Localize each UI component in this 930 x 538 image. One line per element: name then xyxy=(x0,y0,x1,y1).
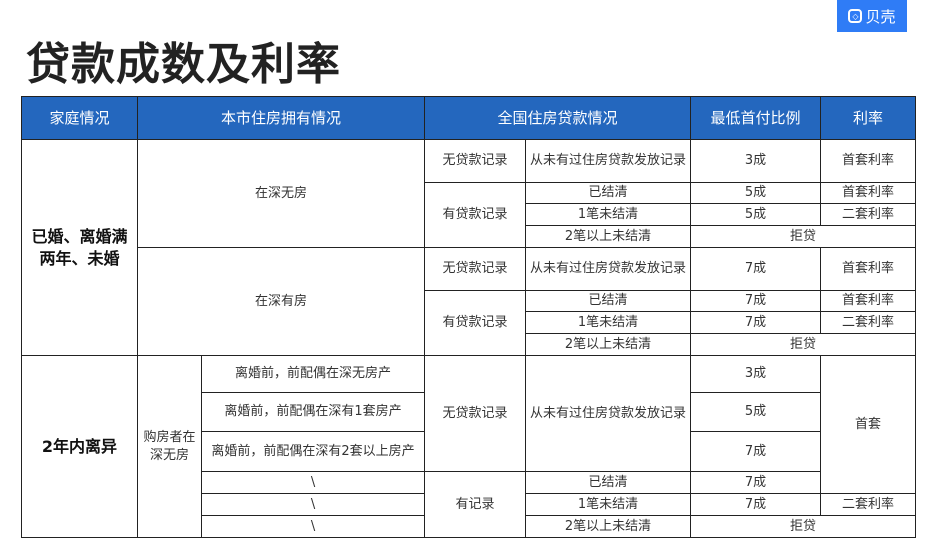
logo-mark-icon: ◇ xyxy=(848,9,863,23)
table-cell: 离婚前，前配偶在深无房产 xyxy=(200,355,426,393)
column-header: 家庭情况 xyxy=(21,96,138,140)
table-cell: 2笔以上未结清 xyxy=(525,515,692,538)
table-row: \ 2笔以上未结清 拒贷 xyxy=(22,515,917,538)
table-cell: 拒贷 xyxy=(690,225,917,248)
table-header-row: 家庭情况 本市住房拥有情况 全国住房贷款情况 最低首付比例 利率 xyxy=(21,96,917,140)
table-cell: 无贷款记录 xyxy=(424,139,527,183)
table-cell: 无贷款记录 xyxy=(424,355,527,472)
page-title: 贷款成数及利率 xyxy=(26,39,341,90)
table-cell: 有记录 xyxy=(424,471,527,538)
table-cell: 从未有过住房贷款发放记录 xyxy=(525,139,692,183)
table-cell: 7成 xyxy=(690,471,822,494)
table-cell: 已结清 xyxy=(525,471,692,494)
table-row: 有贷款记录 已结清 7成 首套利率 xyxy=(22,290,917,356)
table-cell: 二套利率 xyxy=(820,493,917,516)
column-header: 利率 xyxy=(820,96,917,140)
table-cell: 2笔以上未结清 xyxy=(525,333,692,356)
table-cell: 二套利率 xyxy=(820,311,917,334)
column-header: 本市住房拥有情况 xyxy=(136,96,426,140)
table-cell: 拒贷 xyxy=(690,333,917,356)
table-cell: 二套利率 xyxy=(820,203,917,226)
table-cell: 有贷款记录 xyxy=(424,290,527,356)
column-header: 全国住房贷款情况 xyxy=(424,96,692,140)
table-cell: 已婚、离婚满两年、未婚 xyxy=(21,139,138,356)
table-cell: 已结清 xyxy=(525,182,692,204)
table-cell: 已结清 xyxy=(525,290,692,312)
table-cell: 无贷款记录 xyxy=(424,247,527,291)
table-cell: 在深有房 xyxy=(136,247,426,356)
table-cell: 有贷款记录 xyxy=(424,182,527,248)
table-cell: 7成 xyxy=(690,431,822,472)
table-cell: 3成 xyxy=(690,355,822,393)
table-cell: 5成 xyxy=(690,182,822,204)
table-cell: 7成 xyxy=(690,311,822,334)
table-cell: 1笔未结清 xyxy=(525,493,692,516)
table-cell: 5成 xyxy=(690,203,822,226)
table-cell: \ xyxy=(200,471,426,494)
table-cell: \ xyxy=(200,493,426,516)
table-cell: 首套利率 xyxy=(820,182,917,204)
table-row: 已婚、离婚满两年、未婚 在深无房 无贷款记录 从未有过住房贷款发放记录 3成 首套利率 xyxy=(21,139,917,356)
table-cell: 5成 xyxy=(690,392,822,432)
table-row: 离婚前，前配偶在深有2套以上房产 7成 xyxy=(22,431,916,472)
logo-text: 贝壳 xyxy=(865,7,896,26)
table-cell: 从未有过住房贷款发放记录 xyxy=(525,355,692,472)
table-cell: 3成 xyxy=(690,139,822,183)
table-cell: 首套利率 xyxy=(820,139,917,183)
table-cell: 首套利率 xyxy=(820,290,917,312)
table-cell: 7成 xyxy=(690,247,822,291)
table-row: 2笔以上未结清 拒贷 xyxy=(22,225,917,248)
table-cell: 2年内离异 xyxy=(21,355,138,538)
table-row: 在深有房 无贷款记录 从未有过住房贷款发放记录 7成 首套利率 xyxy=(22,247,917,356)
table-row: \ 有记录 已结清 7成 xyxy=(22,471,916,538)
table-cell: 首套 xyxy=(820,355,917,494)
table-cell: 在深无房 xyxy=(136,139,426,248)
table-cell: 1笔未结清 xyxy=(525,203,692,226)
table-cell: 首套利率 xyxy=(820,247,917,291)
loan-ratio-table: 家庭情况 本市住房拥有情况 全国住房贷款情况 最低首付比例 利率 已婚、离婚满两年、未婚… xyxy=(21,96,917,538)
table-cell: 购房者在深无房 xyxy=(137,355,202,538)
table-cell: 1笔未结清 xyxy=(525,311,692,334)
table-row: \ 1笔未结清 7成 二套利率 xyxy=(22,493,917,516)
table-cell: \ xyxy=(200,515,426,538)
table-cell: 离婚前，前配偶在深有2套以上房产 xyxy=(200,431,426,472)
table-row: 2年内离异 购房者在深无房 离婚前，前配偶在深无房产 无贷款记录 从未有过住房贷款发放记… xyxy=(21,355,917,538)
table-cell: 7成 xyxy=(690,493,822,516)
table-cell: 从未有过住房贷款发放记录 xyxy=(525,247,692,291)
table-cell: 离婚前，前配偶在深有1套房产 xyxy=(200,392,426,432)
beike-logo: ◇ 贝壳 xyxy=(837,0,907,32)
column-header: 最低首付比例 xyxy=(690,96,822,140)
table-row: 1笔未结清 5成 二套利率 xyxy=(22,203,917,226)
table-row: 有贷款记录 已结清 5成 首套利率 xyxy=(22,182,917,248)
table-cell: 拒贷 xyxy=(690,515,917,538)
table-cell: 2笔以上未结清 xyxy=(525,225,692,248)
table-cell: 7成 xyxy=(690,290,822,312)
